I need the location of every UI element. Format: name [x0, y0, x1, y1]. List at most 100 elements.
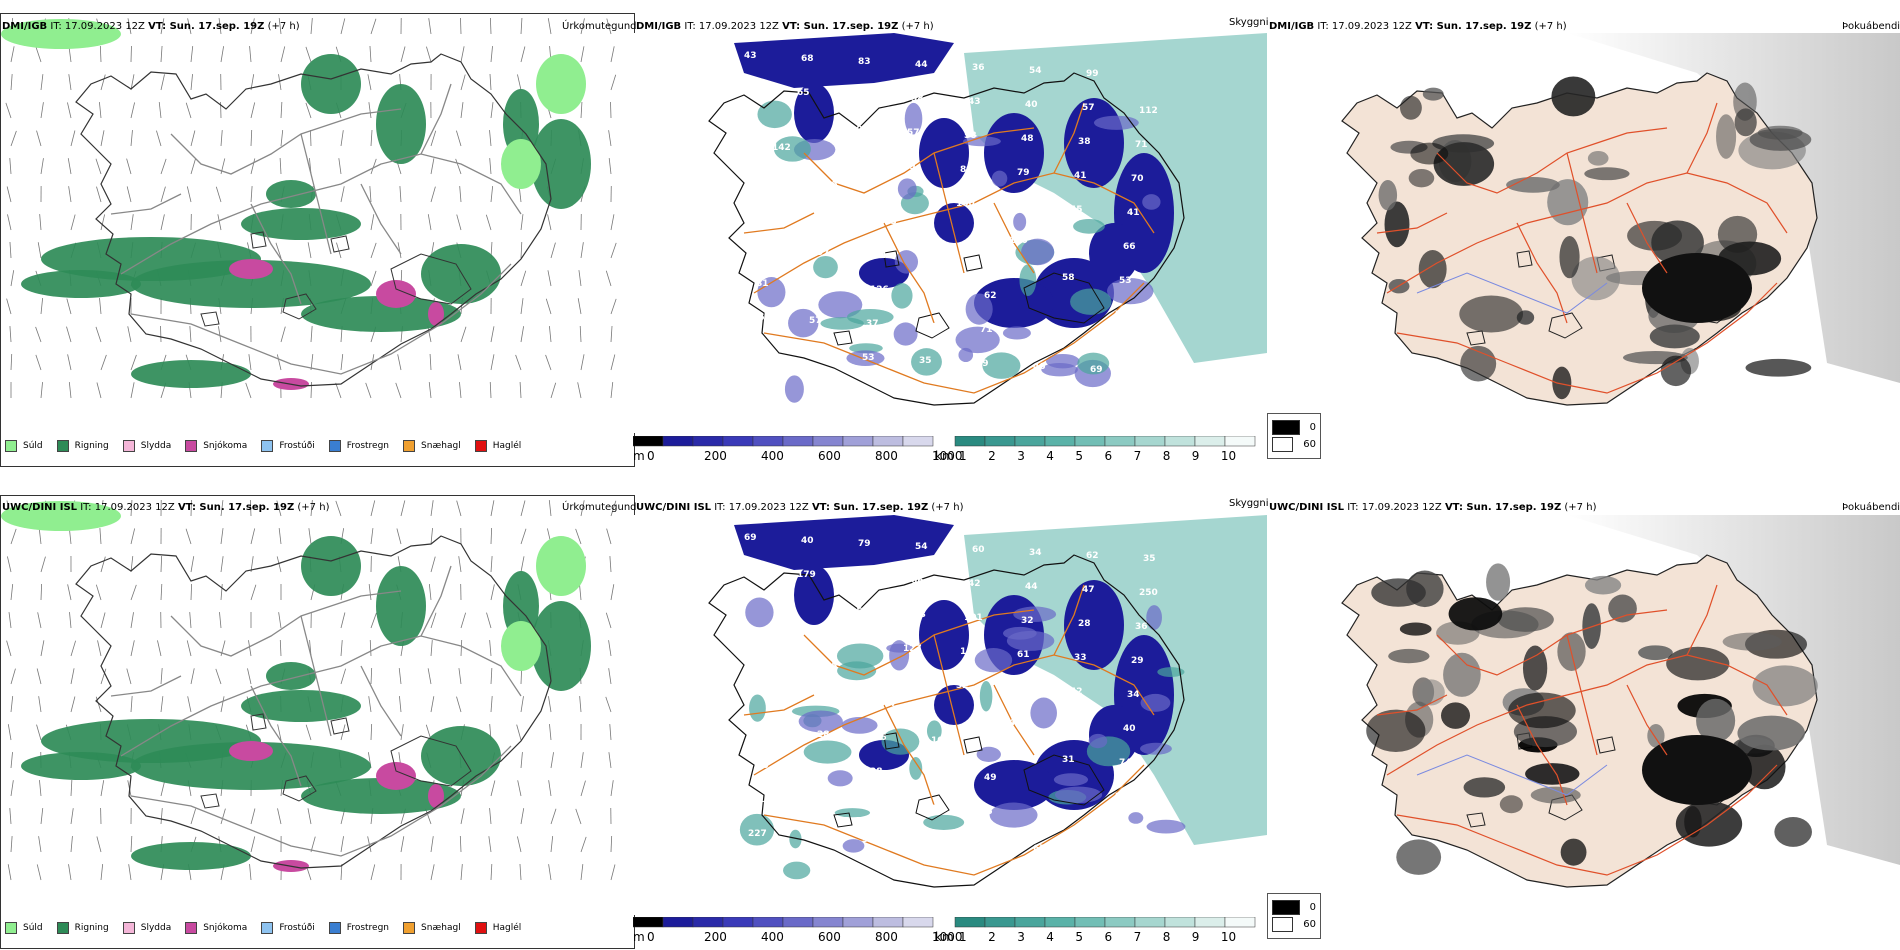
- wind-barb: [6, 298, 12, 315]
- wind-barb: [369, 639, 372, 657]
- road: [1386, 654, 1788, 776]
- wind-barb: [190, 556, 195, 573]
- legend-label: Slydda: [140, 441, 172, 451]
- scale-swatch: [752, 917, 784, 928]
- wind-barb: [610, 46, 615, 63]
- wind-barb: [579, 584, 582, 601]
- rain-area: [131, 842, 251, 870]
- visibility-patch: [803, 740, 852, 764]
- visibility-value-label: 43: [813, 764, 826, 774]
- wind-barb: [398, 668, 402, 685]
- wind-barb: [36, 668, 42, 685]
- visibility-value-label: 76: [874, 733, 887, 743]
- fog-index-patch: [1410, 142, 1449, 165]
- wind-barb: [609, 556, 612, 573]
- visibility-value-label: 53: [862, 353, 875, 363]
- wind-barb: [520, 18, 523, 35]
- rain-area: [376, 84, 426, 164]
- fog-index-patch: [1499, 795, 1523, 814]
- scale-tick-m: 1000: [932, 930, 963, 943]
- fog-index-patch: [1560, 838, 1587, 866]
- wind-barb: [189, 326, 192, 343]
- wind-barb: [40, 74, 44, 91]
- wind-barb: [520, 46, 526, 63]
- visibility-patch: [846, 350, 885, 366]
- wind-barb: [307, 242, 312, 259]
- snow-area: [376, 762, 416, 790]
- legend-label: Súld: [23, 441, 43, 451]
- fog-legend-row1: 0 60: [1267, 413, 1321, 459]
- visibility-value-label: 34: [1029, 548, 1042, 558]
- wind-barb: [10, 836, 13, 853]
- glacier-outline: [330, 235, 350, 253]
- road: [420, 83, 452, 155]
- wind-barb: [489, 17, 492, 35]
- wind-barb: [279, 158, 282, 175]
- road: [1686, 584, 1718, 656]
- wind-barb: [519, 864, 522, 881]
- wind-barb: [456, 214, 462, 231]
- scale-tick-m: 400: [761, 930, 784, 943]
- glacier-outline: [282, 775, 317, 802]
- fog-index-patch: [1399, 622, 1432, 636]
- wind-barb: [9, 326, 12, 343]
- coastline: [708, 554, 1185, 888]
- scale-tick-m: 1000: [932, 449, 963, 462]
- legend-label: Frostregn: [346, 923, 390, 933]
- wind-barb: [275, 242, 282, 259]
- init-time: IT: 17.09.2023 12Z: [1317, 21, 1412, 32]
- scale-tick-km: 10: [1221, 449, 1236, 462]
- fog-index-patch: [1459, 295, 1524, 333]
- legend-item: Slydda: [122, 922, 171, 934]
- visibility-patch: [1146, 819, 1186, 834]
- wind-barb: [340, 612, 346, 629]
- visibility-value-label: 42: [968, 579, 981, 589]
- visibility-value-label: 58: [911, 94, 924, 104]
- low-visibility-area: [934, 203, 974, 243]
- low-visibility-area: [934, 685, 974, 725]
- wind-barb: [250, 808, 256, 825]
- init-time: IT: 17.09.2023 12Z: [1347, 502, 1442, 513]
- wind-barb: [99, 45, 102, 63]
- header-vis-row1: DMI/IGB IT: 17.09.2023 12Z VT: Sun. 17.s…: [636, 21, 934, 32]
- wind-barb: [460, 74, 466, 91]
- river: [1416, 272, 1608, 314]
- wind-barb: [338, 158, 342, 175]
- visibility-value-label: 71: [980, 325, 993, 335]
- legend-label: Snjókoma: [203, 923, 248, 933]
- road: [110, 675, 182, 697]
- wind-barb: [369, 186, 372, 203]
- wind-barb: [340, 354, 344, 371]
- scale-tick-m: 800: [875, 449, 898, 462]
- coastline: [75, 535, 552, 869]
- wind-barb: [610, 74, 617, 91]
- wind-barb: [455, 158, 462, 175]
- wind-barb: [6, 186, 12, 203]
- wind-barb: [70, 214, 76, 231]
- legend-item: Rigning: [56, 440, 109, 452]
- road: [1626, 202, 1668, 274]
- wind-barb: [310, 129, 312, 147]
- scale-swatch: [1044, 436, 1076, 447]
- wind-barb: [520, 528, 527, 545]
- wind-barb: [39, 214, 42, 231]
- fog-index-patch: [1716, 114, 1737, 159]
- wind-barb: [156, 130, 162, 147]
- scale-swatch: [1014, 917, 1046, 928]
- fog-index-patch: [1388, 648, 1430, 664]
- wind-barb: [367, 74, 372, 91]
- wind-barb: [547, 270, 552, 287]
- scale-swatch: [633, 917, 664, 928]
- wind-barb: [250, 129, 253, 147]
- wind-barb: [36, 724, 42, 741]
- wind-barb: [428, 584, 432, 601]
- wind-barb: [580, 836, 587, 853]
- wind-barb: [427, 326, 432, 343]
- fog-index-patch: [1384, 201, 1410, 248]
- wind-barb: [580, 102, 583, 119]
- fog-index-patch: [1408, 168, 1435, 188]
- scale-swatch: [1074, 917, 1106, 928]
- low-visibility-area: [734, 515, 954, 570]
- rain-area: [301, 54, 361, 114]
